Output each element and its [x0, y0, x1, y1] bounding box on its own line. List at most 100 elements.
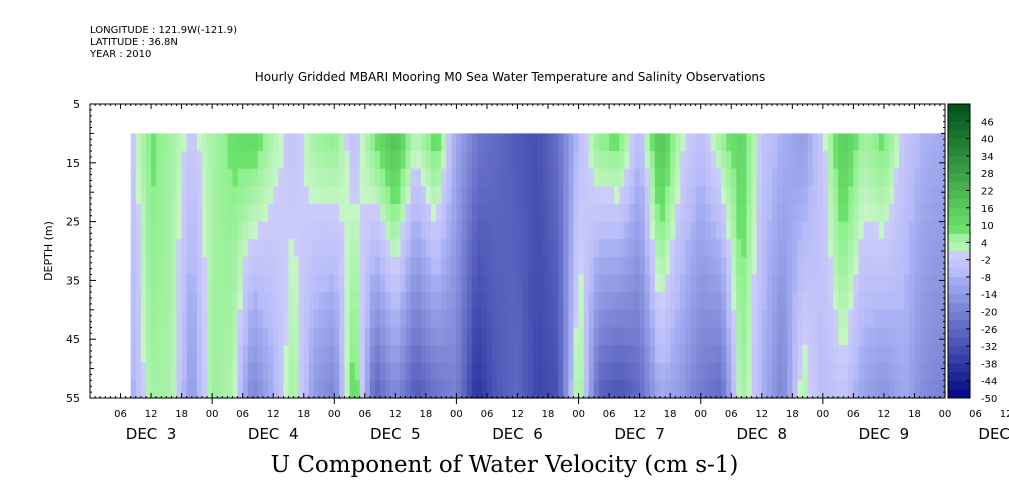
- heatmap-cell: [624, 292, 631, 311]
- heatmap-cell: [145, 256, 152, 276]
- heatmap-cell: [777, 309, 783, 329]
- heatmap-cell: [273, 203, 279, 223]
- heatmap-cell: [537, 203, 544, 223]
- heatmap-cell: [349, 151, 356, 170]
- heatmap-cell: [670, 239, 676, 258]
- heatmap-cell: [868, 362, 875, 381]
- heatmap-cell: [171, 274, 178, 293]
- heatmap-cell: [380, 256, 386, 276]
- heatmap-cell: [456, 221, 463, 240]
- heatmap-cell: [191, 221, 198, 240]
- heatmap-cell: [726, 345, 732, 364]
- heatmap-cell: [802, 203, 809, 223]
- heatmap-cell: [461, 274, 468, 293]
- heatmap-cell: [751, 345, 758, 364]
- heatmap-cell: [171, 151, 178, 170]
- heatmap-cell: [741, 133, 748, 152]
- heatmap-cell: [660, 380, 666, 399]
- heatmap-cell: [873, 292, 880, 311]
- heatmap-cell: [436, 345, 442, 364]
- heatmap-cell: [680, 256, 687, 276]
- heatmap-cell: [481, 256, 488, 276]
- heatmap-cell: [700, 380, 707, 399]
- heatmap-cell: [527, 309, 534, 329]
- heatmap-cell: [578, 239, 585, 258]
- heatmap-cell: [166, 327, 173, 346]
- heatmap-cell: [883, 239, 890, 258]
- heatmap-cell: [324, 309, 330, 329]
- heatmap-cell: [232, 186, 239, 205]
- heatmap-cell: [807, 345, 814, 364]
- heatmap-cell: [502, 203, 508, 223]
- heatmap-cell: [471, 292, 478, 311]
- heatmap-cell: [751, 203, 758, 223]
- heatmap-cell: [568, 203, 575, 223]
- heatmap-cell: [181, 239, 188, 258]
- heatmap-cell: [593, 221, 600, 240]
- heatmap-cell: [629, 380, 636, 399]
- heatmap-cell: [507, 309, 514, 329]
- x-tick-label: 00: [939, 409, 952, 420]
- heatmap-cell: [252, 186, 259, 205]
- heatmap-cell: [456, 186, 463, 205]
- heatmap-cell: [715, 221, 722, 240]
- heatmap-cell: [354, 203, 361, 223]
- heatmap-cell: [939, 327, 946, 346]
- heatmap-cell: [517, 292, 524, 311]
- heatmap-cell: [339, 362, 346, 381]
- colorbar-tick-label: 16: [981, 204, 994, 215]
- heatmap-cell: [726, 309, 732, 329]
- heatmap-cell: [512, 151, 519, 170]
- heatmap-cell: [654, 292, 661, 311]
- heatmap-cell: [257, 292, 264, 311]
- heatmap-cell: [771, 186, 778, 205]
- colorbar-swatch: [948, 380, 970, 390]
- heatmap-cell: [604, 221, 610, 240]
- colorbar-swatch: [948, 173, 970, 183]
- heatmap-cell: [395, 274, 402, 293]
- heatmap-cell: [731, 151, 737, 170]
- heatmap-cell: [583, 292, 590, 311]
- heatmap-cell: [771, 292, 778, 311]
- heatmap-cell: [339, 345, 346, 364]
- heatmap-cell: [308, 133, 315, 152]
- heatmap-cell: [344, 274, 351, 293]
- heatmap-cell: [802, 380, 809, 399]
- heatmap-cell: [563, 309, 569, 329]
- heatmap-cell: [894, 380, 900, 399]
- heatmap-cell: [802, 151, 809, 170]
- heatmap-cell: [736, 203, 743, 223]
- heatmap-cell: [522, 256, 529, 276]
- heatmap-cell: [863, 203, 870, 223]
- heatmap-cell: [405, 327, 412, 346]
- heatmap-cell: [390, 168, 396, 187]
- heatmap-cell: [604, 203, 610, 223]
- heatmap-cell: [680, 274, 687, 293]
- colorbar-swatch: [948, 354, 970, 364]
- heatmap-cell: [624, 239, 631, 258]
- colorbar-swatch: [948, 337, 970, 347]
- heatmap-cell: [914, 380, 921, 399]
- heatmap-cell: [186, 274, 193, 293]
- heatmap-cell: [298, 133, 305, 152]
- heatmap-cell: [777, 292, 783, 311]
- heatmap-cell: [914, 239, 921, 258]
- heatmap-cell: [415, 203, 422, 223]
- heatmap-cell: [400, 362, 407, 381]
- heatmap-cell: [553, 362, 559, 381]
- heatmap-cell: [883, 345, 890, 364]
- heatmap-cell: [451, 151, 458, 170]
- heatmap-cell: [191, 186, 198, 205]
- heatmap-cell: [186, 309, 193, 329]
- heatmap-cell: [186, 186, 193, 205]
- heatmap-cell: [629, 239, 636, 258]
- heatmap-cell: [324, 203, 330, 223]
- heatmap-cell: [171, 133, 178, 152]
- heatmap-cell: [222, 345, 229, 364]
- heatmap-cell: [395, 292, 402, 311]
- heatmap-cell: [319, 292, 325, 311]
- heatmap-cell: [899, 221, 905, 240]
- heatmap-cell: [135, 292, 142, 311]
- heatmap-cell: [665, 133, 671, 152]
- heatmap-cell: [420, 274, 427, 293]
